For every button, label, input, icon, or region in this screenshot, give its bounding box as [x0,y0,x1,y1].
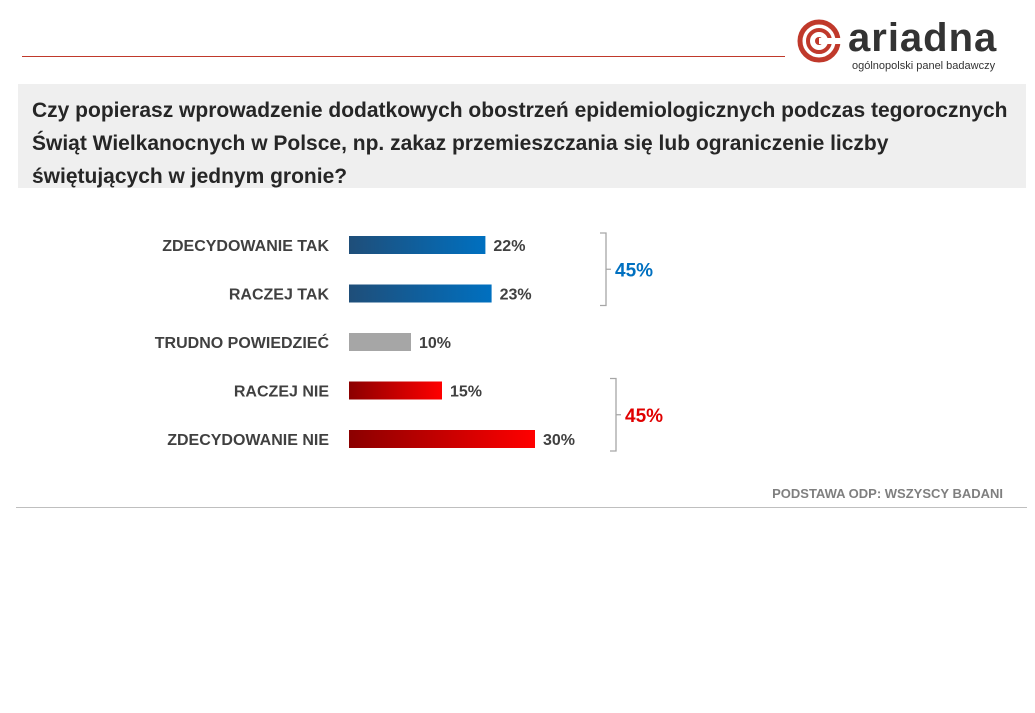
value-label: 30% [543,432,575,449]
value-label: 15% [450,384,482,401]
category-label: ZDECYDOWANIE TAK [162,238,329,255]
value-label: 23% [500,287,532,304]
ariadna-spiral-logo-icon [797,19,842,63]
category-label: TRUDNO POWIEDZIEĆ [155,333,330,352]
bar [349,430,535,448]
brand-name: ariadna [848,16,998,60]
category-label: ZDECYDOWANIE NIE [167,432,329,449]
brand-tagline: ogólnopolski panel badawczy [852,60,996,72]
footer-rule [16,507,1027,508]
value-label: 22% [493,238,525,255]
category-label: RACZEJ TAK [229,287,330,304]
category-label: RACZEJ NIE [234,384,329,401]
group-bracket [600,232,611,307]
question-text: Czy popierasz wprowadzenie dodatkowych o… [32,99,1008,188]
value-label: 10% [419,335,451,352]
bar [349,284,492,303]
bar [349,333,411,351]
group-total-label: 45% [615,260,653,281]
brand-logo: ariadna ogólnopolski panel badawczy [796,16,1028,74]
bar-chart: ZDECYDOWANIE TAK 22% RACZEJ TAK 23% TRUDNO P… [155,232,663,452]
group-bracket [610,377,621,452]
question-box: Czy popierasz wprowadzenie dodatkowych o… [18,84,1026,188]
footnote: PODSTAWA ODP: WSZYSCY BADANI [772,486,1003,501]
bar [349,236,486,254]
header-rule [22,56,785,57]
group-total-label: 45% [625,406,663,427]
bar [349,381,442,400]
